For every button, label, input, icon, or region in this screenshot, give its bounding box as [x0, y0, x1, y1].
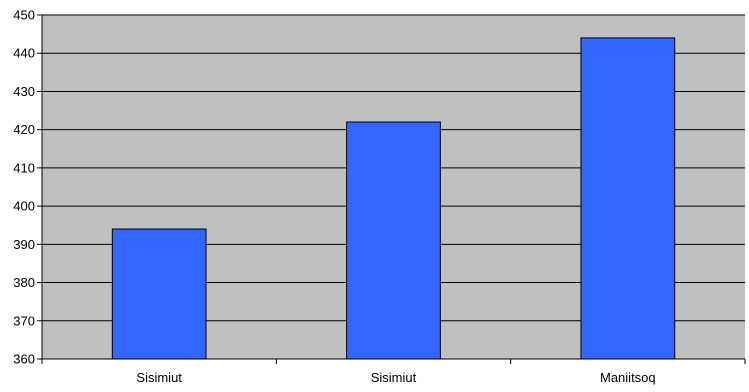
y-tick-label: 380 [13, 275, 35, 290]
y-tick-label: 420 [13, 122, 35, 137]
x-axis-ticks: Sisimiut Sisimiut Maniitsoq [41, 359, 746, 385]
y-tick-label: 450 [13, 8, 35, 23]
y-axis-ticks: 360 370 380 390 400 410 420 430 440 450 [13, 8, 42, 367]
y-tick-label: 430 [13, 84, 35, 99]
y-tick-label: 400 [13, 199, 35, 214]
x-category-label: Sisimiut [136, 370, 182, 385]
y-tick-label: 390 [13, 237, 35, 252]
x-category-label: Sisimiut [371, 370, 417, 385]
bar-3 [580, 37, 676, 360]
x-category-label: Maniitsoq [600, 370, 656, 385]
bar-2 [346, 121, 441, 360]
bars [111, 37, 676, 360]
y-tick-label: 370 [13, 313, 35, 328]
y-tick-label: 410 [13, 160, 35, 175]
y-tick-label: 360 [13, 352, 35, 367]
y-tick-label: 440 [13, 46, 35, 61]
bar-1 [111, 228, 207, 360]
